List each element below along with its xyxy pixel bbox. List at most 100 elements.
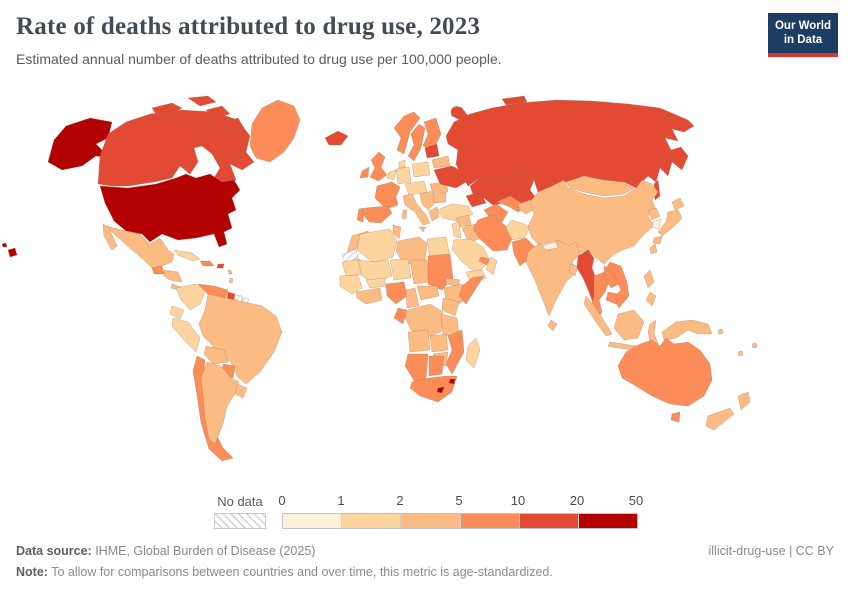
country-south-africa[interactable]: [409, 375, 458, 403]
country-united-states-hawaii[interactable]: [7, 247, 18, 258]
country-zambia[interactable]: [429, 333, 449, 353]
country-hispaniola[interactable]: [199, 260, 215, 267]
country-germany[interactable]: [395, 166, 412, 185]
country-angola[interactable]: [407, 329, 431, 353]
country-uruguay[interactable]: [234, 383, 248, 399]
country-ivory-coast-ghana[interactable]: [355, 287, 383, 305]
country-bulgaria[interactable]: [432, 192, 447, 204]
country-senegal-guinea[interactable]: [339, 274, 363, 295]
country-ecuador[interactable]: [169, 305, 185, 320]
japan-kyushu[interactable]: [652, 235, 663, 245]
country-poland[interactable]: [411, 161, 431, 178]
country-lesotho[interactable]: [436, 386, 445, 394]
country-greece[interactable]: [428, 206, 440, 222]
country-dr-congo[interactable]: [404, 303, 444, 339]
country-saudi-arabia[interactable]: [451, 238, 491, 275]
pacific-island-1[interactable]: [737, 350, 744, 357]
country-caucasus[interactable]: [465, 191, 487, 208]
country-denmark[interactable]: [398, 159, 406, 169]
country-cuba[interactable]: [173, 249, 201, 262]
indonesia-sumatra[interactable]: [583, 295, 613, 337]
country-sweden[interactable]: [407, 123, 426, 162]
canada-arctic-island-3[interactable]: [177, 113, 201, 127]
country-oman[interactable]: [485, 256, 498, 276]
country-france[interactable]: [374, 181, 401, 210]
legend-bin-20-50[interactable]: [577, 514, 638, 528]
country-chad[interactable]: [409, 259, 430, 285]
pacific-island-2[interactable]: [751, 342, 758, 349]
country-puerto-rico[interactable]: [216, 263, 225, 269]
mexico-baja[interactable]: [102, 223, 118, 251]
country-argentina[interactable]: [200, 361, 240, 445]
country-spain[interactable]: [362, 205, 393, 224]
country-gabon-congo[interactable]: [393, 307, 408, 325]
lesser-antilles-2[interactable]: [228, 277, 234, 284]
country-niger[interactable]: [389, 258, 412, 281]
country-russia[interactable]: [445, 99, 695, 193]
no-data-swatch[interactable]: [214, 513, 266, 529]
country-cambodia[interactable]: [605, 291, 619, 305]
japan-honshu[interactable]: [657, 209, 683, 237]
country-australia[interactable]: [617, 337, 713, 407]
legend-bin-10-20[interactable]: [518, 514, 578, 528]
country-tunisia[interactable]: [392, 224, 402, 240]
canada-arctic-island-1[interactable]: [151, 102, 183, 115]
country-united-states[interactable]: [99, 173, 241, 248]
country-sri-lanka[interactable]: [547, 319, 558, 332]
country-western-sahara[interactable]: [341, 248, 359, 264]
country-baltic-states[interactable]: [424, 143, 440, 159]
canada-arctic-island-2[interactable]: [187, 95, 217, 107]
italy-sicily[interactable]: [418, 226, 427, 233]
country-norway[interactable]: [393, 111, 421, 155]
country-namibia[interactable]: [404, 353, 429, 383]
country-mozambique[interactable]: [445, 329, 465, 375]
country-somalia[interactable]: [458, 275, 485, 305]
country-north-korea[interactable]: [647, 207, 661, 221]
country-botswana[interactable]: [428, 355, 445, 377]
country-mexico[interactable]: [105, 225, 175, 269]
country-bolivia[interactable]: [203, 345, 229, 365]
russia-arctic-island[interactable]: [501, 95, 528, 106]
country-united-states-hawaii2[interactable]: [1, 242, 8, 248]
country-central-europe[interactable]: [404, 180, 428, 196]
country-mongolia[interactable]: [565, 175, 635, 197]
philippines-mindanao[interactable]: [645, 291, 657, 307]
legend-bin-1-2[interactable]: [341, 514, 401, 528]
russia-novaya-zemlya[interactable]: [450, 106, 469, 121]
australia-tasmania[interactable]: [670, 411, 681, 423]
country-ireland[interactable]: [359, 166, 370, 179]
country-benelux[interactable]: [386, 169, 397, 181]
country-belarus[interactable]: [431, 155, 451, 169]
country-central-african-republic[interactable]: [416, 285, 440, 301]
country-italy[interactable]: [402, 193, 431, 226]
country-portugal[interactable]: [356, 207, 365, 223]
country-levant[interactable]: [451, 221, 462, 239]
country-madagascar[interactable]: [465, 337, 481, 369]
japan-hokkaido[interactable]: [671, 197, 685, 211]
country-honduras-nicaragua[interactable]: [163, 269, 183, 283]
country-uganda-kenya[interactable]: [441, 297, 460, 317]
country-iceland[interactable]: [324, 130, 349, 146]
legend-bin-0-1[interactable]: [283, 514, 342, 528]
country-brazil[interactable]: [198, 293, 283, 385]
country-cameroon[interactable]: [405, 287, 420, 309]
country-south-korea[interactable]: [651, 218, 662, 230]
country-united-states-alaska[interactable]: [47, 117, 113, 171]
country-nigeria[interactable]: [385, 281, 408, 305]
philippines-luzon[interactable]: [643, 269, 655, 289]
owid-logo[interactable]: Our World in Data: [768, 13, 838, 57]
license-text[interactable]: illicit-drug-use | CC BY: [708, 544, 834, 558]
italy-sardinia[interactable]: [401, 209, 408, 220]
new-zealand-south-island[interactable]: [705, 407, 735, 431]
country-taiwan[interactable]: [649, 243, 658, 255]
country-nepal[interactable]: [541, 241, 559, 251]
country-greenland[interactable]: [249, 99, 301, 163]
country-uae[interactable]: [478, 256, 490, 266]
pacific-island-3[interactable]: [717, 328, 724, 335]
country-iran[interactable]: [472, 214, 513, 252]
lesser-antilles-1[interactable]: [227, 269, 233, 275]
canada-arctic-island-4[interactable]: [205, 105, 231, 119]
country-united-kingdom[interactable]: [369, 151, 388, 182]
country-eswatini[interactable]: [448, 378, 456, 385]
indonesia-borneo[interactable]: [613, 309, 645, 341]
